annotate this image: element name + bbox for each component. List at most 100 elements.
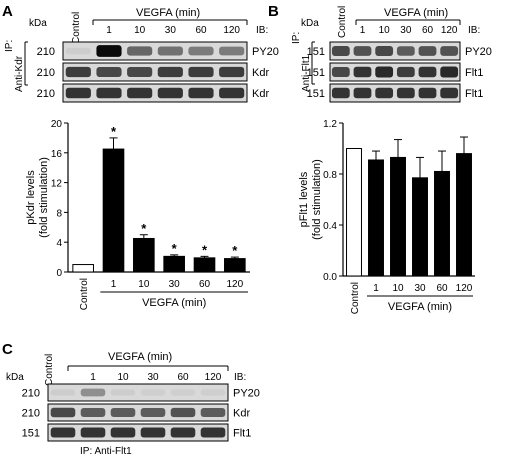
- blot-band: [200, 389, 226, 396]
- molecular-weight-label: 151: [307, 46, 325, 58]
- x-category-label: 60: [199, 279, 211, 290]
- panel-c: C kDa Control VEGFA (min) IB: 1 10 30 60 120…: [2, 341, 260, 457]
- molecular-weight-label: 210: [37, 46, 55, 58]
- ib-antibody-label: PY20: [465, 46, 492, 58]
- bar: [163, 255, 185, 273]
- blot-band: [140, 389, 166, 396]
- blot-band: [127, 46, 153, 56]
- blot-band: [157, 66, 183, 78]
- bar: [456, 153, 472, 277]
- blot-band: [188, 66, 214, 78]
- y-tick-label: 12: [51, 179, 63, 190]
- blot-band: [170, 389, 196, 396]
- blot-band: [65, 66, 91, 78]
- blot-row: 151 Flt1: [22, 423, 251, 442]
- blot-band: [96, 66, 122, 78]
- blot-band: [188, 87, 214, 99]
- x-category-label: 30: [414, 283, 426, 294]
- x-category-label: 1: [111, 279, 117, 290]
- blot-band: [396, 87, 415, 99]
- blot-band: [219, 87, 245, 99]
- blot-band: [353, 66, 372, 78]
- x-category-label: 1: [373, 283, 379, 294]
- x-category-label: 120: [456, 283, 473, 294]
- blot-band: [65, 87, 91, 99]
- x-category-label: 10: [138, 279, 150, 290]
- blot-band: [157, 46, 183, 56]
- blot-band: [219, 66, 245, 78]
- blot-row: 210 PY20: [37, 41, 279, 61]
- blot-band: [170, 427, 196, 438]
- blot-strip: [47, 383, 229, 402]
- blot-band: [110, 389, 136, 396]
- significance-marker: *: [141, 221, 147, 236]
- molecular-weight-label: 210: [37, 88, 55, 100]
- blot-band: [375, 66, 394, 78]
- ib-antibody-label: Flt1: [233, 428, 251, 440]
- y-tick-label: 8: [56, 208, 62, 219]
- time-point-label: 10: [134, 25, 146, 36]
- y-tick-label: 0: [56, 268, 62, 279]
- bar: [434, 170, 450, 277]
- ip-label: IP:: [291, 32, 302, 44]
- time-point-label: 1: [90, 372, 96, 383]
- treatment-label: VEGFA (min): [384, 7, 448, 19]
- bar: [102, 148, 125, 273]
- x-category-label: 60: [436, 283, 448, 294]
- panel-letter-c: C: [2, 341, 13, 358]
- significance-marker: *: [172, 241, 178, 256]
- control-lane-label: Control: [44, 354, 55, 386]
- blot-band: [110, 427, 136, 438]
- time-point-label: 10: [379, 25, 391, 36]
- blot-band: [170, 407, 196, 418]
- kda-label: kDa: [29, 18, 47, 29]
- ip-caption: IP: Anti-Flt1: [80, 446, 132, 457]
- control-lane-label: Control: [337, 6, 348, 38]
- blot-band: [140, 427, 166, 438]
- time-point-label: 30: [147, 372, 159, 383]
- x-category-label: 120: [226, 279, 243, 290]
- blot-band: [440, 87, 459, 99]
- molecular-weight-label: 210: [37, 67, 55, 79]
- x-axis-label: VEGFA (min): [388, 301, 452, 313]
- chart-b: 0.0 0.4 0.8 1.2 pFlt1 levels(fold stimulatio…: [298, 119, 475, 314]
- bar: [133, 237, 155, 273]
- blot-band: [331, 66, 350, 78]
- blot-band: [65, 47, 91, 55]
- blot-band: [418, 46, 437, 56]
- significance-marker: *: [232, 243, 238, 258]
- bar: [224, 258, 246, 273]
- blot-band: [188, 46, 214, 56]
- blot-band: [375, 87, 394, 99]
- blot-band: [96, 87, 122, 99]
- ib-antibody-label: Kdr: [252, 67, 269, 79]
- blot-band: [50, 427, 76, 438]
- bar: [346, 148, 362, 277]
- blot-band: [80, 427, 106, 438]
- blot-row: 210 Kdr: [37, 83, 269, 103]
- time-point-label: 30: [165, 25, 177, 36]
- y-axis-label: pKdr levels(fold stimulation): [25, 157, 50, 238]
- blot-band: [440, 46, 459, 56]
- blot-band: [200, 407, 226, 418]
- blot-band: [127, 87, 153, 99]
- ib-antibody-label: PY20: [233, 388, 260, 400]
- ib-antibody-label: Kdr: [233, 408, 250, 420]
- blot-row: 151 Flt1: [307, 62, 483, 82]
- bar: [412, 177, 428, 277]
- panel-letter-b: B: [268, 3, 279, 20]
- treatment-label: VEGFA (min): [108, 351, 172, 363]
- panel-a: A kDa Control VEGFA (min) IB: 1 10 30 60 120…: [2, 3, 279, 103]
- ib-antibody-label: Flt1: [465, 67, 483, 79]
- blot-band: [375, 45, 394, 57]
- panel-letter-a: A: [2, 3, 13, 20]
- blot-band: [127, 66, 153, 78]
- molecular-weight-label: 210: [22, 408, 40, 420]
- blot-band: [50, 407, 76, 418]
- time-point-label: 120: [441, 25, 458, 36]
- time-point-label: 1: [360, 25, 366, 36]
- y-tick-label: 20: [51, 119, 63, 130]
- treatment-label: VEGFA (min): [136, 7, 200, 19]
- blot-band: [96, 45, 122, 57]
